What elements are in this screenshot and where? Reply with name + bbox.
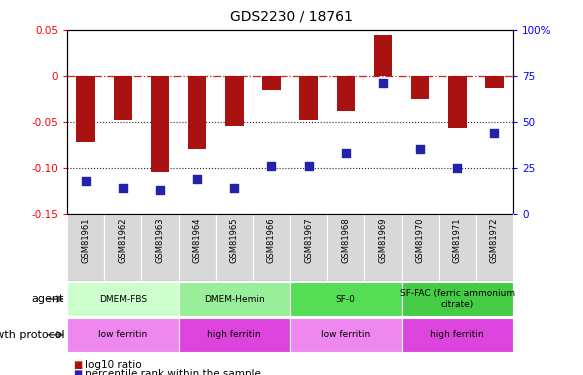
Bar (178, 214, 216, 281)
Text: low ferritin: low ferritin (321, 330, 370, 339)
Bar (374, 34, 392, 76)
Text: DMEM-Hemin: DMEM-Hemin (204, 295, 265, 304)
Point (118, 185, 128, 191)
Text: GSM81968: GSM81968 (341, 217, 350, 263)
Bar (411, 76, 430, 99)
Text: GSM81970: GSM81970 (416, 217, 424, 262)
Bar (262, 76, 281, 90)
Bar (290, 214, 327, 281)
Point (267, 163, 276, 169)
Bar (402, 318, 513, 352)
Text: percentile rank within the sample: percentile rank within the sample (85, 369, 261, 375)
Text: GSM81963: GSM81963 (156, 217, 164, 263)
Bar (476, 214, 513, 281)
Bar (438, 214, 476, 281)
Text: low ferritin: low ferritin (98, 330, 147, 339)
Bar (188, 76, 206, 149)
Text: log10 ratio: log10 ratio (85, 360, 141, 370)
Bar (290, 318, 402, 352)
Bar (178, 282, 290, 316)
Bar (225, 76, 244, 126)
Text: GSM81971: GSM81971 (453, 217, 462, 262)
Point (304, 163, 313, 169)
Bar (67, 318, 178, 352)
Text: GSM81969: GSM81969 (378, 217, 388, 262)
Bar (67, 214, 104, 281)
Text: DMEM-FBS: DMEM-FBS (99, 295, 147, 304)
Point (416, 146, 425, 152)
Bar (178, 318, 290, 352)
Bar (67, 282, 178, 316)
Text: GSM81962: GSM81962 (118, 217, 127, 262)
Text: GSM81961: GSM81961 (81, 217, 90, 262)
Text: GSM81972: GSM81972 (490, 217, 499, 262)
Point (230, 185, 239, 191)
Bar (327, 214, 364, 281)
Text: high ferritin: high ferritin (430, 330, 484, 339)
Bar (364, 214, 402, 281)
Bar (485, 76, 504, 88)
Bar (448, 76, 466, 128)
Point (341, 150, 350, 156)
Text: ■: ■ (73, 369, 82, 375)
Point (81, 178, 90, 184)
Point (155, 187, 164, 193)
Text: agent: agent (31, 294, 64, 304)
Point (378, 80, 388, 86)
Text: GSM81964: GSM81964 (192, 217, 202, 262)
Text: SF-FAC (ferric ammonium
citrate): SF-FAC (ferric ammonium citrate) (400, 290, 515, 309)
Bar (141, 214, 178, 281)
Text: high ferritin: high ferritin (208, 330, 261, 339)
Point (192, 176, 202, 182)
Bar (114, 76, 132, 120)
Bar (76, 76, 95, 142)
Text: GSM81965: GSM81965 (230, 217, 239, 262)
Bar (104, 214, 141, 281)
Bar (402, 282, 513, 316)
Text: GSM81967: GSM81967 (304, 217, 313, 263)
Text: growth protocol: growth protocol (0, 330, 64, 340)
Point (490, 130, 499, 136)
Bar (216, 214, 253, 281)
Text: GDS2230 / 18761: GDS2230 / 18761 (230, 10, 353, 24)
Text: GSM81966: GSM81966 (267, 217, 276, 263)
Bar (402, 214, 438, 281)
Bar (336, 76, 355, 111)
Text: ■: ■ (73, 360, 82, 370)
Bar (299, 76, 318, 120)
Bar (290, 282, 402, 316)
Bar (150, 76, 169, 172)
Text: SF-0: SF-0 (336, 295, 356, 304)
Bar (253, 214, 290, 281)
Point (452, 165, 462, 171)
